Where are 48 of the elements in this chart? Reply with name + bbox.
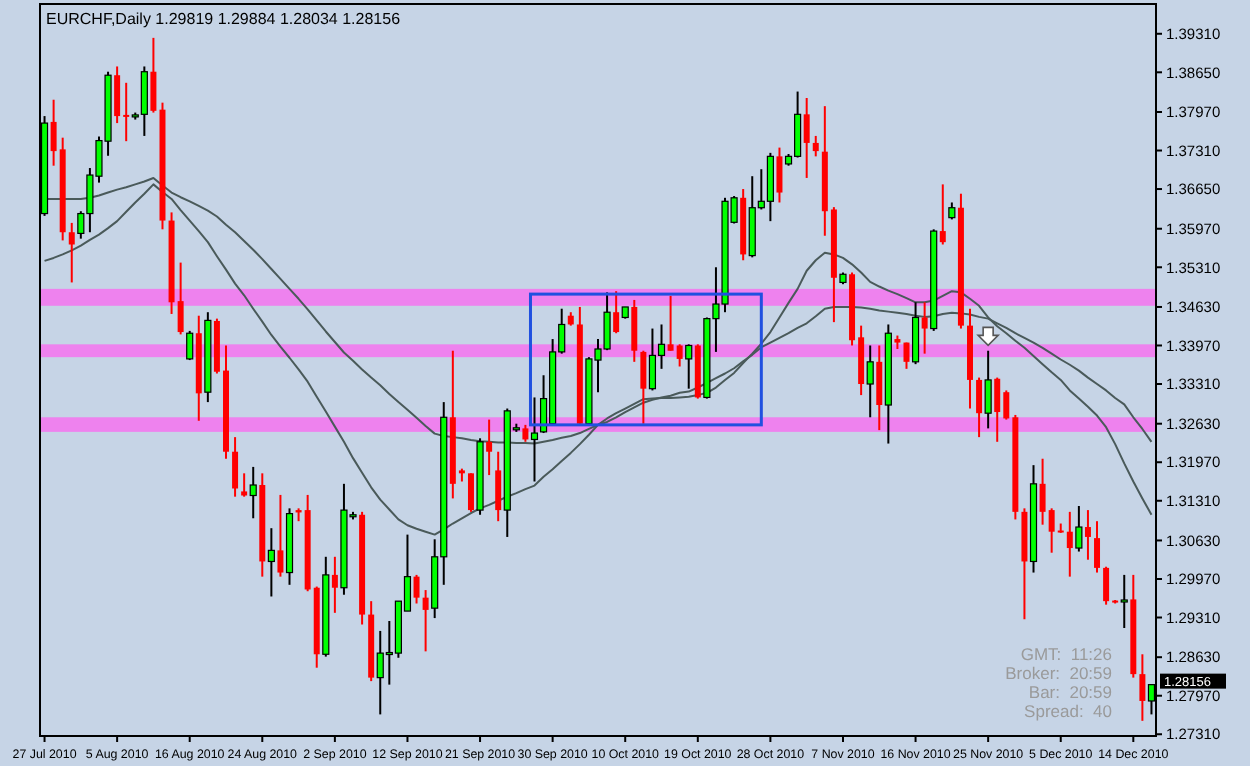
chart-title: EURCHF,Daily 1.29819 1.29884 1.28034 1.28156: [46, 10, 402, 28]
candlestick: [1103, 565, 1110, 606]
candlestick: [186, 329, 194, 362]
candlestick: [631, 298, 638, 363]
candlestick: [903, 341, 910, 370]
candlestick: [776, 146, 783, 204]
candlestick: [1120, 573, 1128, 630]
candlestick: [812, 134, 819, 158]
candlestick: [232, 436, 239, 498]
candlestick: [876, 344, 883, 432]
annotation: Broker: 20:59: [1005, 663, 1113, 683]
candlestick: [1094, 520, 1101, 574]
candlestick: [422, 589, 429, 653]
candlestick: [530, 396, 539, 483]
candlestick: [676, 343, 683, 368]
candlestick: [648, 327, 657, 392]
candlestick: [939, 183, 946, 246]
candlestick: [249, 465, 257, 520]
candlestick: [495, 450, 502, 523]
candlestick: [994, 376, 1001, 443]
candlestick: [140, 65, 148, 137]
candlestick: [1084, 509, 1091, 561]
candlestick: [640, 349, 647, 425]
candlestick: [277, 493, 284, 578]
candlestick: [803, 96, 810, 179]
candlestick: [911, 301, 920, 366]
candlestick: [1139, 653, 1146, 722]
candlestick: [976, 376, 983, 439]
candlestick: [1066, 510, 1073, 578]
annotation: GMT: 11:26: [1020, 644, 1113, 664]
candlestick: [486, 418, 493, 477]
candlestick: [685, 343, 693, 390]
candlestick: [984, 349, 992, 430]
candlestick: [866, 344, 874, 419]
candlestick: [1075, 505, 1083, 553]
candlestick: [68, 221, 75, 284]
candlestick: [331, 555, 338, 614]
candlestick: [766, 151, 774, 223]
candlestick: [467, 472, 474, 513]
annotation: Spread: 40: [1024, 701, 1113, 721]
candlestick: [241, 472, 248, 498]
candlestick: [613, 290, 620, 335]
candlestick: [413, 573, 420, 605]
candlestick: [921, 301, 928, 355]
line-series: [43, 183, 1153, 536]
candlestick: [114, 65, 121, 125]
annotation: Bar: 20:59: [1028, 682, 1113, 702]
candlestick: [267, 527, 275, 598]
